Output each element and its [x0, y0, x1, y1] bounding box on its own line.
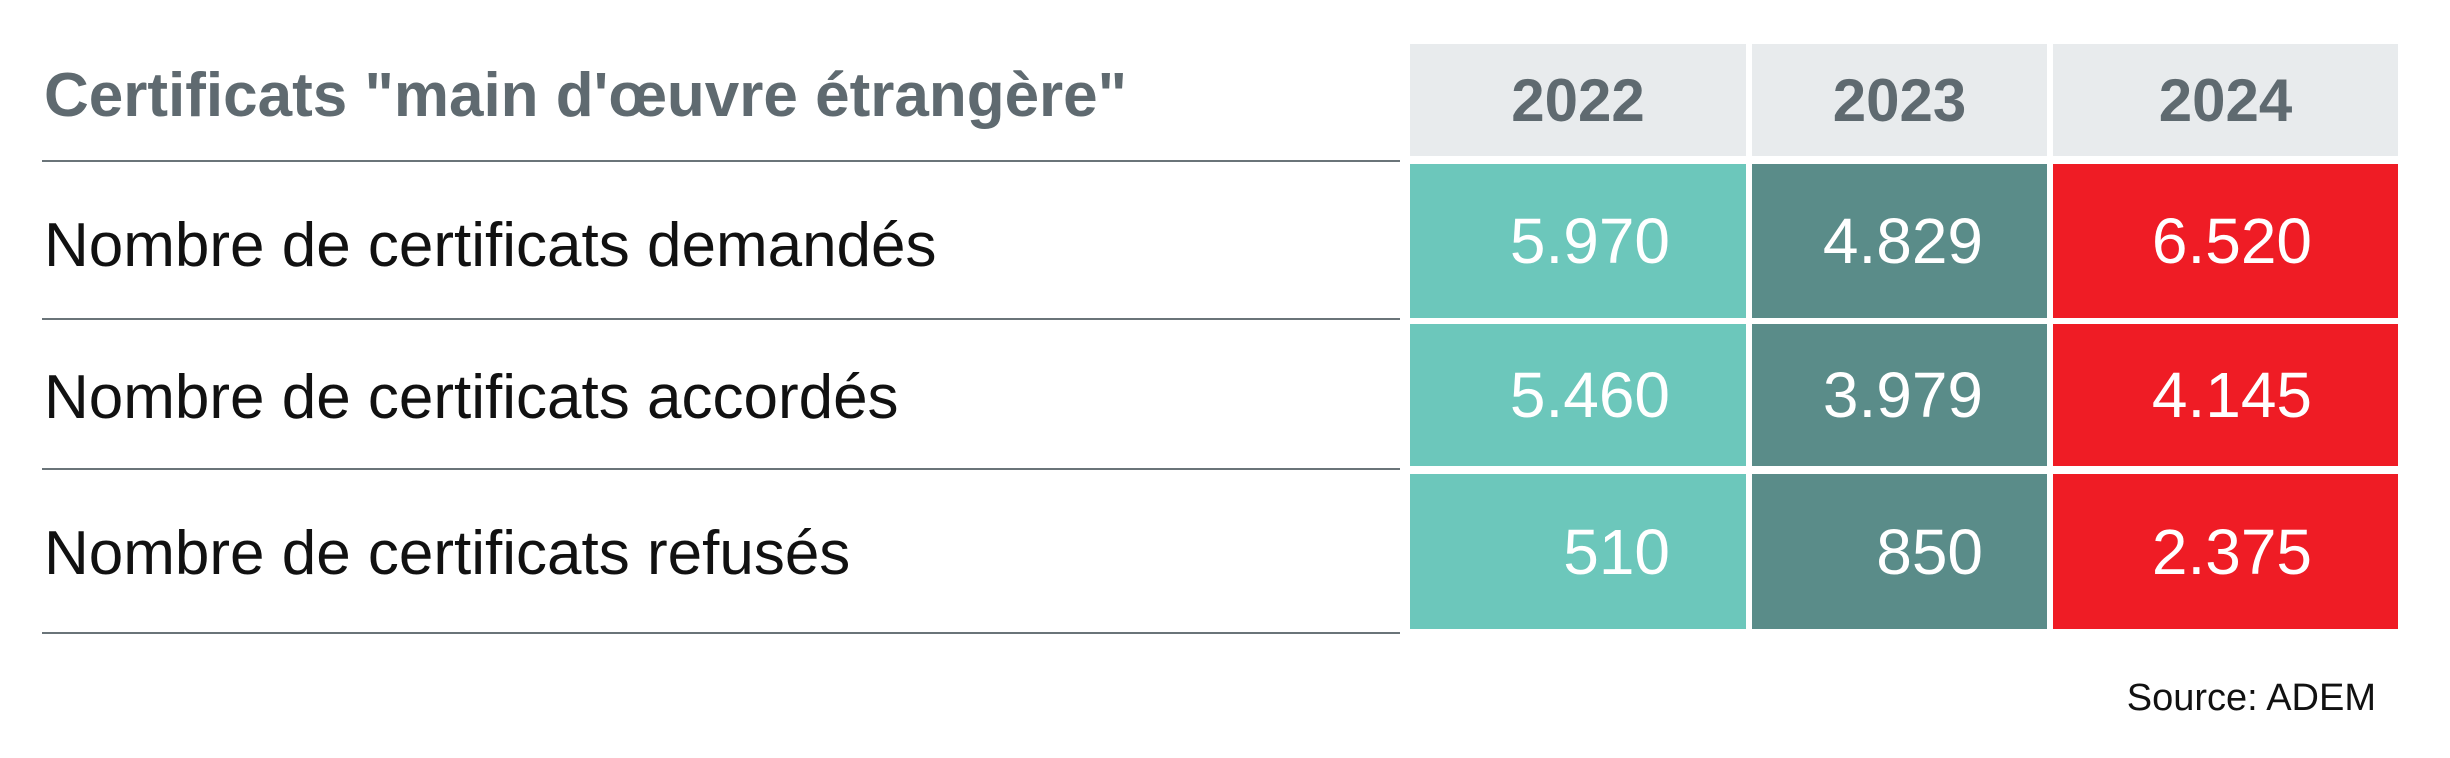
- cell-refuses-2022: 510: [1410, 474, 1746, 629]
- bottom-rule: [42, 632, 1400, 634]
- row-rule-2: [42, 468, 1400, 470]
- row-label-demandes: Nombre de certificats demandés: [44, 210, 937, 281]
- column-header-2023: 2023: [1752, 44, 2047, 156]
- cell-accordes-2024: 4.145: [2053, 324, 2398, 466]
- column-header-2022: 2022: [1410, 44, 1746, 156]
- table-title: Certificats "main d'œuvre étrangère": [44, 60, 1127, 131]
- column-header-2024: 2024: [2053, 44, 2398, 156]
- cell-demandes-2023: 4.829: [1752, 164, 2047, 318]
- cell-demandes-2022: 5.970: [1410, 164, 1746, 318]
- cell-refuses-2023: 850: [1752, 474, 2047, 629]
- source-note: Source: ADEM: [2127, 677, 2376, 720]
- cell-accordes-2022: 5.460: [1410, 324, 1746, 466]
- row-label-accordes: Nombre de certificats accordés: [44, 362, 899, 433]
- cell-accordes-2023: 3.979: [1752, 324, 2047, 466]
- cell-demandes-2024: 6.520: [2053, 164, 2398, 318]
- header-rule: [42, 160, 1400, 162]
- row-rule-1: [42, 318, 1400, 320]
- row-label-refuses: Nombre de certificats refusés: [44, 518, 850, 589]
- cell-refuses-2024: 2.375: [2053, 474, 2398, 629]
